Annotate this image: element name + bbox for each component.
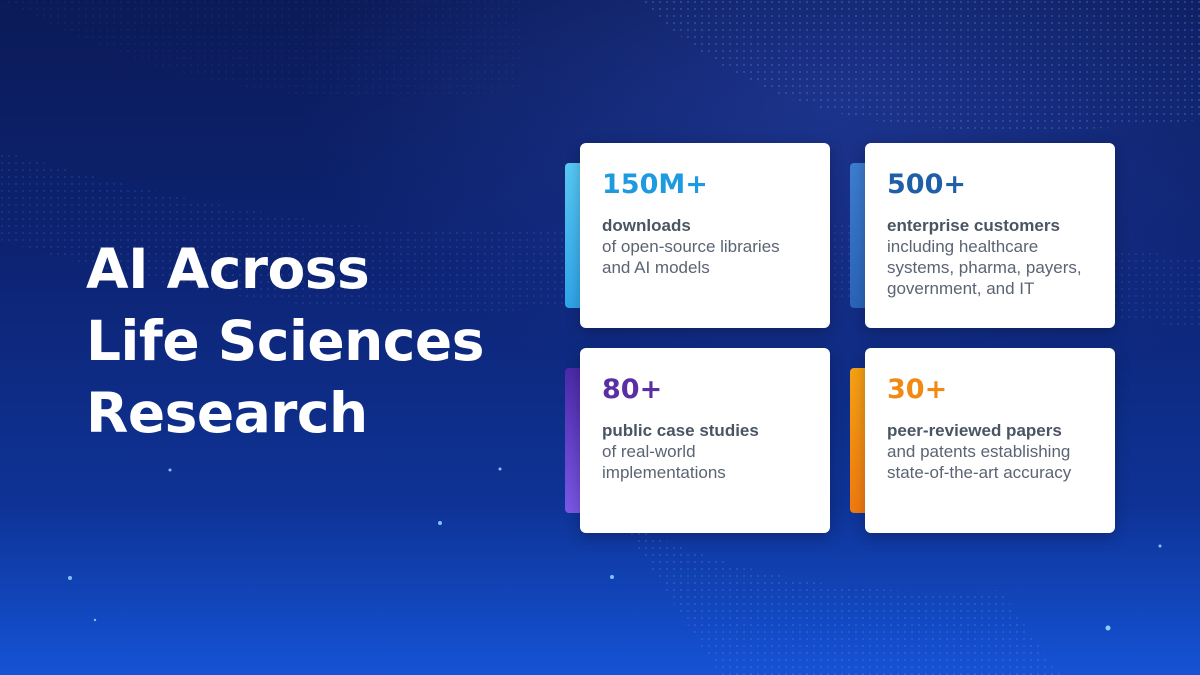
stat-value: 30+ bbox=[887, 374, 948, 405]
stat-label: enterprise customers bbox=[887, 216, 1060, 235]
stat-description-line: of real-world bbox=[602, 442, 696, 461]
card-body: 30+ peer-reviewed papers and patents est… bbox=[865, 348, 1115, 533]
stat-description-line: state-of-the-art accuracy bbox=[887, 463, 1072, 482]
stat-description-line: systems, pharma, payers, bbox=[887, 258, 1082, 277]
title-line-2: Life Sciences bbox=[86, 309, 484, 373]
card-body: 150M+ downloads of open-source libraries… bbox=[580, 143, 830, 328]
stat-value: 80+ bbox=[602, 374, 663, 405]
stat-label: public case studies bbox=[602, 421, 759, 440]
card-body: 500+ enterprise customers including heal… bbox=[865, 143, 1115, 328]
stat-card-papers: 30+ peer-reviewed papers and patents est… bbox=[850, 348, 1115, 533]
stat-description-line: including healthcare bbox=[887, 237, 1039, 256]
stat-description-line: and AI models bbox=[602, 258, 710, 277]
stat-value: 500+ bbox=[887, 169, 966, 200]
stat-description-line: of open-source libraries bbox=[602, 237, 780, 256]
card-body: 80+ public case studies of real-world im… bbox=[580, 348, 830, 533]
title-line-1: AI Across bbox=[86, 237, 370, 301]
page-title: AI Across Life Sciences Research bbox=[86, 233, 484, 449]
stat-value: 150M+ bbox=[602, 169, 708, 200]
title-line-3: Research bbox=[86, 381, 368, 445]
stat-label: downloads bbox=[602, 216, 691, 235]
stat-description-line: implementations bbox=[602, 463, 726, 482]
stat-card-enterprise-customers: 500+ enterprise customers including heal… bbox=[850, 143, 1115, 328]
stat-card-downloads: 150M+ downloads of open-source libraries… bbox=[565, 143, 830, 328]
stat-description-line: government, and IT bbox=[887, 279, 1035, 298]
stat-card-case-studies: 80+ public case studies of real-world im… bbox=[565, 348, 830, 533]
stat-label: peer-reviewed papers bbox=[887, 421, 1062, 440]
stat-description-line: and patents establishing bbox=[887, 442, 1071, 461]
